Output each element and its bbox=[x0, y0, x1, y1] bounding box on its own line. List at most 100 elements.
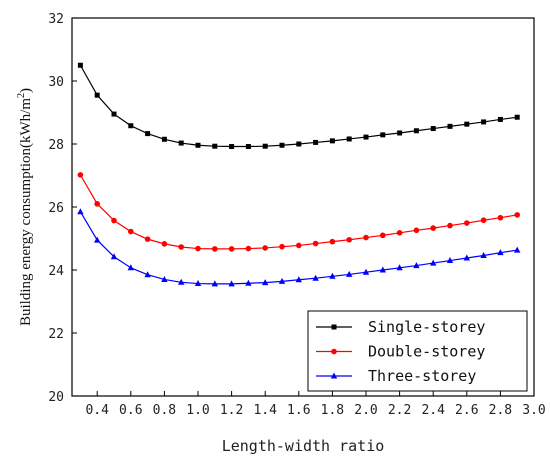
y-tick-label: 22 bbox=[48, 327, 64, 342]
y-axis-title-close: ) bbox=[18, 88, 34, 93]
data-point bbox=[195, 142, 201, 148]
data-point bbox=[229, 144, 235, 150]
data-point bbox=[296, 141, 302, 147]
data-point bbox=[262, 143, 268, 149]
data-point bbox=[94, 201, 100, 207]
series-single-storey bbox=[77, 62, 520, 150]
data-point bbox=[497, 249, 504, 256]
data-point bbox=[463, 254, 470, 261]
data-point bbox=[77, 208, 84, 215]
data-point bbox=[397, 130, 403, 136]
legend-marker bbox=[330, 372, 338, 379]
data-point bbox=[362, 268, 370, 275]
data-point bbox=[447, 123, 453, 129]
y-axis-title-text: Building energy consumption(kWh/m bbox=[18, 98, 34, 326]
data-point bbox=[346, 270, 353, 277]
data-point bbox=[346, 236, 353, 243]
x-tick-label: 1.2 bbox=[220, 403, 243, 418]
data-point bbox=[211, 280, 218, 287]
y-tick-label: 24 bbox=[48, 264, 64, 279]
data-point bbox=[144, 271, 151, 278]
data-point bbox=[77, 62, 83, 68]
data-point bbox=[144, 236, 151, 242]
data-point bbox=[110, 253, 118, 260]
data-point bbox=[94, 236, 101, 243]
x-tick-label: 2.0 bbox=[354, 403, 377, 418]
x-tick-label: 0.8 bbox=[153, 403, 176, 418]
data-point bbox=[278, 277, 286, 284]
x-tick-label: 2.2 bbox=[388, 403, 411, 418]
data-point bbox=[380, 132, 386, 138]
data-point bbox=[396, 264, 403, 271]
data-point bbox=[128, 228, 134, 235]
y-tick-label: 28 bbox=[48, 138, 64, 153]
data-point bbox=[94, 92, 100, 98]
data-point bbox=[212, 143, 218, 149]
data-point bbox=[161, 275, 168, 282]
data-point bbox=[413, 128, 419, 134]
x-tick-label: 1.0 bbox=[186, 403, 209, 418]
y-tick-label: 32 bbox=[48, 12, 64, 27]
x-tick-label: 2.8 bbox=[489, 403, 512, 418]
y-tick-label: 20 bbox=[48, 390, 64, 405]
legend-item-single-storey: Single-storey bbox=[316, 318, 485, 336]
legend-item-three-storey: Three-storey bbox=[316, 367, 476, 385]
data-point bbox=[446, 257, 454, 264]
y-axis-title-sup: 2 bbox=[16, 93, 27, 98]
data-point bbox=[178, 244, 184, 250]
axis-ticks: 0.4 0.6 0.8 1.0 1.2 1.4 1.6 1.8 2.0 2.2 2.4 2.6 2.8 3… bbox=[48, 12, 545, 418]
data-point bbox=[447, 222, 453, 229]
data-point bbox=[312, 274, 319, 281]
data-point bbox=[413, 262, 420, 269]
data-point bbox=[245, 144, 251, 150]
data-point bbox=[262, 245, 269, 251]
data-point bbox=[194, 280, 202, 287]
legend-label: Single-storey bbox=[368, 318, 485, 336]
data-point bbox=[245, 245, 252, 252]
y-tick-label: 26 bbox=[48, 201, 64, 216]
data-point bbox=[145, 131, 151, 137]
data-point bbox=[363, 234, 369, 241]
legend-item-double-storey: Double-storey bbox=[316, 343, 485, 361]
data-point bbox=[212, 246, 218, 252]
data-point bbox=[380, 232, 386, 239]
data-point bbox=[228, 246, 235, 252]
data-point bbox=[480, 217, 487, 224]
series-layer bbox=[77, 62, 521, 287]
data-point bbox=[430, 126, 436, 132]
data-point bbox=[329, 138, 335, 144]
data-point bbox=[262, 279, 269, 286]
data-point bbox=[346, 136, 352, 142]
data-point bbox=[161, 241, 168, 247]
data-point bbox=[514, 212, 520, 218]
data-point bbox=[228, 280, 235, 287]
data-point bbox=[161, 136, 167, 142]
data-point bbox=[295, 276, 302, 283]
legend-label: Three-storey bbox=[368, 367, 476, 385]
y-tick-label: 30 bbox=[48, 75, 64, 90]
data-point bbox=[279, 142, 285, 148]
data-point bbox=[128, 123, 134, 129]
x-tick-label: 1.4 bbox=[253, 403, 277, 418]
data-point bbox=[464, 121, 470, 127]
data-point bbox=[329, 272, 336, 279]
x-tick-label: 0.4 bbox=[85, 403, 109, 418]
x-tick-label: 1.6 bbox=[287, 403, 310, 418]
data-point bbox=[481, 119, 487, 125]
y-axis-title: Building energy consumption(kWh/m2) bbox=[16, 88, 34, 326]
legend-marker bbox=[331, 348, 337, 355]
x-axis-title: Length-width ratio bbox=[222, 437, 385, 455]
x-axis-title-text: Length-width ratio bbox=[222, 437, 385, 455]
data-point bbox=[111, 217, 117, 224]
data-point bbox=[413, 227, 420, 234]
data-point bbox=[313, 139, 319, 145]
x-tick-label: 1.8 bbox=[321, 403, 344, 418]
data-point bbox=[178, 278, 185, 285]
data-point bbox=[111, 111, 117, 117]
data-point bbox=[514, 114, 520, 120]
data-point bbox=[497, 214, 504, 221]
data-point bbox=[245, 279, 252, 286]
data-point bbox=[296, 242, 302, 249]
data-point bbox=[77, 172, 84, 178]
series-double-storey bbox=[77, 172, 520, 252]
